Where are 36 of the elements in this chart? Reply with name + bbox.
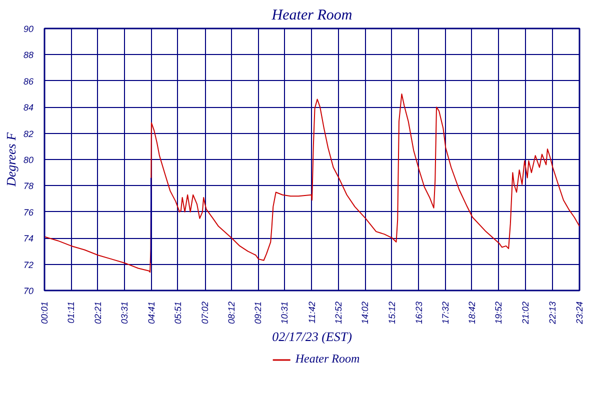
- y-axis-title: Degrees F: [3, 131, 18, 188]
- x-tick-label: 22:13: [547, 301, 558, 326]
- x-tick-label: 18:42: [466, 301, 477, 324]
- x-tick-label: 03:31: [120, 301, 130, 324]
- y-tick-label: 80: [23, 155, 34, 165]
- y-tick-label: 76: [23, 207, 34, 218]
- x-tick-label: 19:52: [494, 301, 504, 324]
- x-tick-label: 16:23: [414, 301, 424, 324]
- y-tick-label: 88: [23, 50, 34, 60]
- x-tick-label: 09:21: [253, 301, 264, 324]
- x-tick-label: 12:52: [334, 301, 344, 324]
- x-axis-title: 02/17/23 (EST): [272, 329, 352, 344]
- x-tick-label: 23:24: [574, 301, 584, 326]
- y-tick-label: 78: [23, 181, 34, 192]
- x-tick-label: 01:11: [66, 301, 76, 324]
- y-tick-label: 84: [23, 102, 34, 113]
- legend-label: Heater Room: [295, 352, 360, 366]
- x-tick-label: 11:42: [306, 301, 317, 324]
- x-tick-label: 21:02: [520, 301, 530, 326]
- x-tick-label: 02:21: [92, 301, 103, 324]
- x-tick-label: 14:02: [360, 301, 370, 324]
- x-tick-label: 04:41: [146, 301, 156, 324]
- y-tick-label: 86: [23, 76, 34, 86]
- y-tick-label: 74: [23, 234, 34, 244]
- x-tick-label: 17:32: [440, 301, 450, 324]
- x-tick-label: 08:12: [226, 301, 237, 324]
- x-tick-label: 00:01: [40, 301, 50, 324]
- y-tick-label: 70: [23, 286, 34, 296]
- x-tick-label: 07:02: [200, 301, 210, 324]
- x-tick-label: 05:51: [172, 301, 183, 324]
- y-tick-label: 90: [23, 24, 34, 34]
- x-tick-label: 15:12: [386, 301, 397, 324]
- x-tick-label: 10:31: [280, 301, 290, 324]
- chart-title: Heater Room: [270, 8, 352, 24]
- y-tick-label: 82: [23, 128, 34, 139]
- y-tick-label: 72: [23, 260, 34, 270]
